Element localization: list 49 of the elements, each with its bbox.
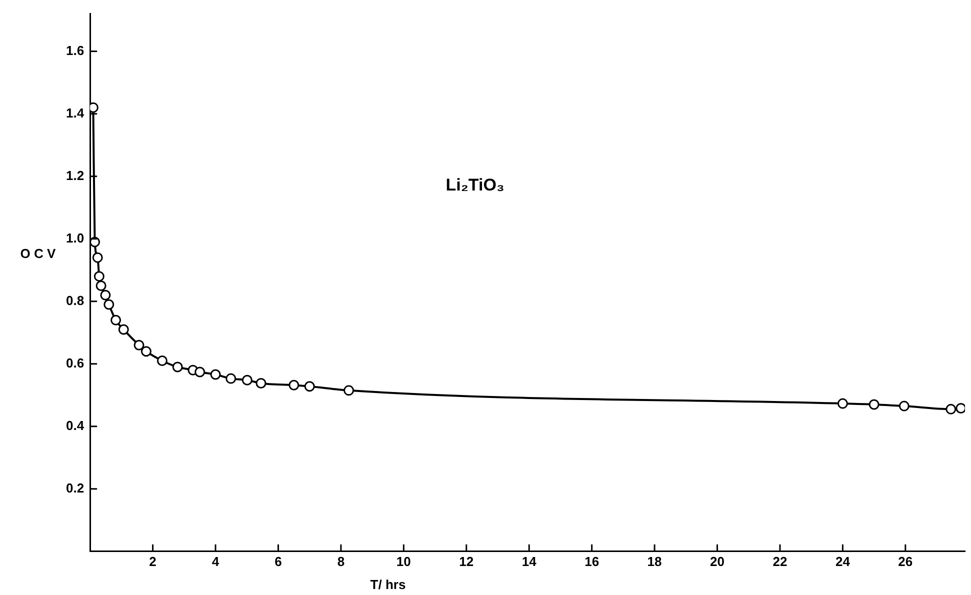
x-tick-label: 4 [212, 554, 220, 569]
y-tick-label: 1.0 [66, 230, 84, 246]
y-tick-label: 0.6 [66, 355, 84, 370]
y-tick-label: 1.6 [66, 42, 84, 58]
point [837, 398, 848, 409]
point [104, 299, 114, 310]
x-tick-label: 22 [772, 554, 788, 569]
x-axis-title: T/ hrs [370, 577, 406, 592]
point [96, 280, 106, 291]
point [156, 355, 168, 366]
y-tick-label: 0.8 [66, 292, 84, 308]
x-tick-label: 10 [396, 554, 411, 569]
point [94, 271, 104, 282]
point [100, 290, 111, 300]
x-tick-label: 26 [898, 554, 913, 569]
point [118, 324, 129, 335]
point [110, 314, 122, 326]
point [898, 400, 910, 412]
y-tick-label: 1.2 [66, 168, 84, 183]
x-tick-label: 2 [149, 554, 156, 569]
x-tick-label: 14 [522, 554, 538, 569]
point [210, 369, 221, 380]
x-tick-label: 12 [459, 554, 474, 569]
y-axis-title: O C V [20, 246, 56, 262]
point [226, 373, 236, 384]
point [134, 340, 144, 350]
point [92, 252, 103, 263]
y-tick-label: 0.4 [66, 418, 85, 433]
point [194, 366, 206, 378]
point [946, 404, 956, 414]
x-tick-label: 18 [647, 554, 662, 569]
point [242, 374, 252, 386]
x-tick-label: 16 [584, 554, 600, 569]
point [868, 399, 880, 410]
point [288, 380, 300, 390]
point [140, 346, 152, 357]
y-tick-label: 1.4 [66, 105, 85, 120]
point [256, 378, 266, 388]
annotation: Li₂TiO₃ [446, 176, 504, 195]
point [304, 381, 315, 392]
point [956, 403, 965, 414]
x-tick-label: 24 [835, 554, 851, 569]
point [90, 236, 100, 248]
x-tick-label: 20 [710, 554, 724, 569]
y-tick-label: 0.2 [66, 480, 84, 496]
x-tick-label: 8 [337, 554, 345, 569]
point [344, 385, 354, 396]
x-tick-label: 6 [274, 554, 282, 569]
point [172, 362, 183, 372]
